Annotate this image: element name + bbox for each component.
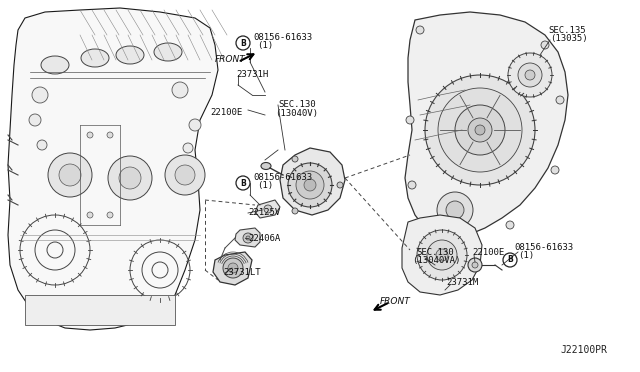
Circle shape (425, 75, 535, 185)
Text: (1): (1) (257, 181, 273, 190)
Circle shape (472, 262, 478, 268)
Circle shape (37, 140, 47, 150)
Ellipse shape (41, 56, 69, 74)
Text: FRONT: FRONT (380, 298, 411, 307)
Text: SEC.130: SEC.130 (278, 100, 316, 109)
Polygon shape (235, 228, 260, 247)
Circle shape (296, 171, 324, 199)
Text: (13040VA): (13040VA) (412, 256, 460, 265)
Circle shape (183, 143, 193, 153)
Text: (1): (1) (257, 41, 273, 50)
Text: SEC.130: SEC.130 (416, 248, 454, 257)
Circle shape (29, 114, 41, 126)
Circle shape (436, 249, 448, 261)
Circle shape (246, 236, 250, 240)
Circle shape (223, 258, 243, 278)
Polygon shape (255, 200, 280, 218)
Circle shape (119, 167, 141, 189)
Circle shape (228, 263, 238, 273)
Text: 22406A: 22406A (248, 234, 280, 243)
Circle shape (175, 165, 195, 185)
Text: FRONT: FRONT (215, 55, 246, 64)
Circle shape (455, 105, 505, 155)
Circle shape (518, 63, 542, 87)
Circle shape (48, 153, 92, 197)
Circle shape (506, 221, 514, 229)
Circle shape (189, 119, 201, 131)
Polygon shape (213, 252, 252, 285)
Circle shape (236, 36, 250, 50)
Circle shape (503, 253, 517, 267)
Text: 08156-61633: 08156-61633 (253, 173, 312, 182)
Circle shape (475, 125, 485, 135)
Ellipse shape (261, 163, 271, 170)
Text: 23731LT: 23731LT (223, 268, 260, 277)
Polygon shape (402, 215, 482, 295)
Circle shape (438, 88, 522, 172)
Polygon shape (280, 148, 345, 215)
Circle shape (437, 192, 473, 228)
Text: 23731H: 23731H (236, 70, 268, 79)
Circle shape (107, 132, 113, 138)
Circle shape (427, 240, 457, 270)
Circle shape (556, 96, 564, 104)
Circle shape (426, 228, 434, 236)
Ellipse shape (81, 49, 109, 67)
Circle shape (416, 26, 424, 34)
Circle shape (87, 132, 93, 138)
Circle shape (525, 70, 535, 80)
Circle shape (87, 212, 93, 218)
Circle shape (107, 212, 113, 218)
Circle shape (508, 53, 552, 97)
Text: B: B (507, 256, 513, 264)
Circle shape (541, 41, 549, 49)
Ellipse shape (154, 43, 182, 61)
Circle shape (165, 155, 205, 195)
Text: 22125V: 22125V (248, 208, 280, 217)
Text: J22100PR: J22100PR (560, 345, 607, 355)
Circle shape (551, 166, 559, 174)
Circle shape (264, 205, 272, 213)
Text: B: B (240, 38, 246, 48)
Circle shape (292, 208, 298, 214)
Text: (1): (1) (518, 251, 534, 260)
Circle shape (446, 201, 464, 219)
Text: B: B (240, 179, 246, 187)
Circle shape (243, 233, 253, 243)
Text: 08156-61633: 08156-61633 (514, 243, 573, 252)
Circle shape (337, 182, 343, 188)
Polygon shape (405, 12, 568, 238)
Circle shape (468, 118, 492, 142)
Text: 08156-61633: 08156-61633 (253, 33, 312, 42)
Circle shape (59, 164, 81, 186)
Text: 22100E: 22100E (210, 108, 243, 117)
Polygon shape (25, 295, 175, 325)
Text: 23731M: 23731M (446, 278, 478, 287)
Circle shape (292, 156, 298, 162)
Circle shape (417, 230, 467, 280)
Ellipse shape (116, 46, 144, 64)
Text: (13040V): (13040V) (275, 109, 318, 118)
Text: SEC.135: SEC.135 (548, 26, 586, 35)
Circle shape (236, 176, 250, 190)
Text: (13035): (13035) (550, 34, 588, 43)
Circle shape (408, 181, 416, 189)
Circle shape (304, 179, 316, 191)
Circle shape (468, 258, 482, 272)
Text: 22100E: 22100E (472, 248, 504, 257)
Circle shape (32, 87, 48, 103)
Circle shape (172, 82, 188, 98)
Circle shape (108, 156, 152, 200)
Circle shape (288, 163, 332, 207)
Circle shape (406, 116, 414, 124)
Polygon shape (8, 8, 218, 330)
